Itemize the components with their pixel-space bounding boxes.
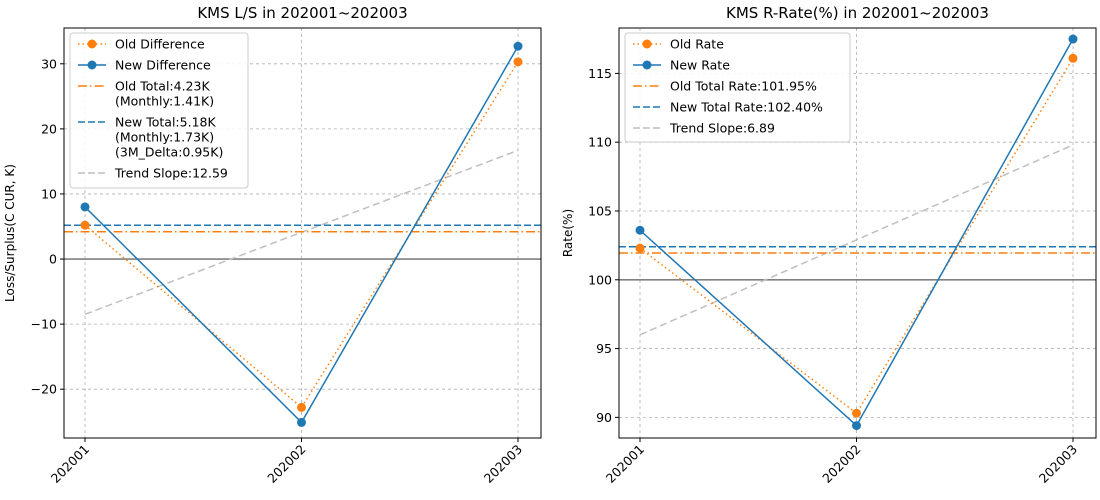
x-tick-label: 202001 — [48, 442, 92, 486]
x-tick-label: 202001 — [603, 442, 647, 486]
legend-marker — [642, 60, 652, 70]
y-tick-label: 105 — [588, 203, 612, 218]
y-tick-label: 30 — [41, 56, 57, 71]
axes-frame — [618, 27, 1097, 439]
legend-label: Old Total:4.23K (Monthly:1.41K) — [115, 79, 214, 109]
legend-label: Trend Slope:6.89 — [669, 121, 775, 136]
legend-box — [69, 32, 249, 189]
x-tick-label: 202002 — [264, 442, 308, 486]
legend-label: Old Difference — [115, 37, 205, 52]
x-tick-label: 202003 — [1036, 442, 1080, 486]
legend-marker — [642, 39, 652, 49]
legend-box — [624, 32, 851, 143]
y-tick-label: 90 — [596, 410, 612, 425]
legend-label: Old Total Rate:101.95% — [670, 79, 817, 94]
y-axis-label: Rate(%) — [561, 209, 575, 257]
x-tick-label: 202002 — [819, 442, 863, 486]
chart-2: 90 95 100 105 110 115 202001 202002 202003 KMS R-… — [561, 4, 1097, 486]
axes-frame — [63, 27, 542, 439]
data-point — [297, 402, 306, 412]
series-line-1 — [639, 57, 1074, 415]
chart-title: KMS L/S in 202001~202003 — [197, 4, 407, 22]
data-point — [513, 57, 523, 67]
series-line-1 — [84, 61, 519, 409]
legend-marker — [87, 60, 97, 70]
data-point — [1068, 53, 1078, 63]
chart-1: −20 −10 0 10 20 30 202001 202002 202003 KMS L/S i… — [3, 4, 542, 486]
legend-label: New Total Rate:102.40% — [670, 100, 823, 115]
chart-title: KMS R-Rate(%) in 202001~202003 — [726, 4, 989, 22]
y-tick-label: 110 — [588, 135, 612, 150]
legend: Old Difference New Difference Old Total:4.… — [69, 32, 249, 189]
legend-label: New Rate — [670, 58, 730, 73]
y-axis-label: Loss/Surplus(C CUR, K) — [3, 164, 17, 302]
legend-marker — [87, 39, 97, 49]
y-tick-label: 0 — [49, 252, 57, 267]
y-tick-label: −10 — [31, 317, 57, 332]
y-tick-label: 100 — [588, 272, 612, 287]
data-point — [80, 202, 90, 212]
legend-label: New Total:5.18K (Monthly:1.73K) (3M_Delta:… — [115, 115, 223, 160]
legend-label: Trend Slope:12.59 — [114, 166, 228, 181]
data-point — [852, 408, 861, 418]
legend-label: Old Rate — [670, 37, 724, 52]
legend: Old Rate New Rate Old Total Rate:101.95% Ne… — [624, 32, 851, 143]
data-point — [80, 220, 90, 230]
x-tick-label: 202003 — [481, 442, 525, 486]
y-tick-label: 115 — [588, 66, 612, 81]
data-point — [1068, 34, 1078, 44]
y-tick-label: 10 — [41, 186, 57, 201]
data-point — [635, 243, 645, 253]
data-point — [513, 41, 523, 51]
legend-label: New Difference — [115, 58, 211, 73]
y-tick-label: 20 — [41, 121, 57, 136]
data-point — [635, 225, 645, 235]
y-tick-label: −20 — [31, 382, 57, 397]
data-point — [852, 421, 861, 431]
y-tick-label: 95 — [596, 341, 612, 356]
data-point — [297, 417, 306, 427]
